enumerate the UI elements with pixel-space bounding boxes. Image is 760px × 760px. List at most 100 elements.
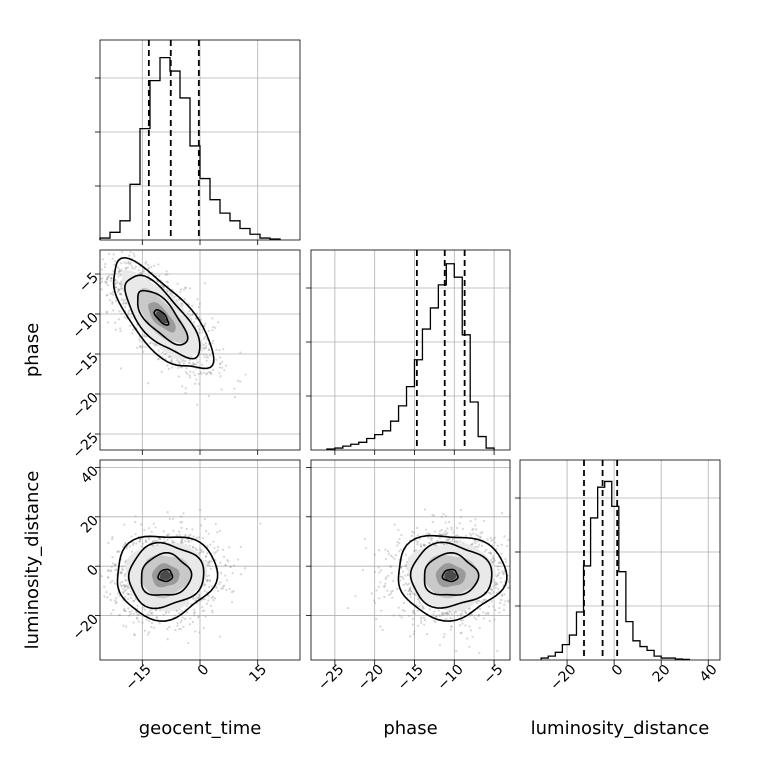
sample-point: [215, 348, 218, 351]
sample-point: [178, 360, 181, 363]
sample-point: [408, 588, 412, 591]
sample-point: [445, 538, 448, 541]
sample-point: [523, 586, 525, 588]
sample-point: [218, 349, 221, 352]
sample-point: [132, 252, 135, 255]
sample-point: [384, 548, 387, 551]
sample-point: [132, 621, 135, 624]
sample-point: [97, 244, 99, 246]
sample-point: [224, 364, 228, 367]
sample-point: [200, 372, 203, 375]
sample-point: [422, 607, 426, 610]
sample-point: [218, 635, 221, 638]
sample-point: [461, 527, 464, 530]
sample-point: [205, 344, 208, 347]
sample-point: [125, 262, 128, 265]
sample-point: [475, 617, 478, 621]
sample-point: [113, 599, 117, 602]
phase-bin-5: [367, 438, 375, 450]
sample-point: [222, 555, 226, 558]
sample-point: [407, 582, 411, 585]
sample-point: [441, 533, 444, 536]
sample-point: [175, 359, 179, 362]
luminosity-distance-vs-geocent-time-x-tick-label-1: 0: [195, 662, 213, 680]
sample-point: [122, 624, 125, 627]
phase-y-axis-label: phase: [22, 323, 43, 377]
sample-point: [492, 557, 496, 560]
sample-point: [194, 630, 197, 633]
sample-point: [110, 277, 113, 280]
sample-point: [176, 622, 179, 625]
sample-point: [130, 316, 133, 319]
sample-point: [489, 552, 492, 555]
sample-point: [493, 559, 496, 562]
sample-point: [222, 585, 225, 588]
sample-point: [119, 329, 122, 333]
sample-point: [232, 590, 235, 593]
sample-point: [191, 528, 194, 531]
sample-point: [239, 545, 242, 548]
sample-point: [173, 614, 176, 617]
phase-bin-6: [375, 435, 383, 450]
sample-point: [119, 280, 123, 283]
sample-point: [389, 592, 393, 595]
phase-vs-geocent-time-density-level-3: [156, 311, 168, 324]
luminosity-distance-vs-phase-contour-1: [409, 541, 493, 609]
sample-point: [211, 329, 214, 332]
sample-point: [445, 612, 448, 615]
sample-point: [444, 521, 447, 524]
sample-point: [193, 321, 196, 324]
sample-point: [446, 531, 449, 534]
sample-point: [145, 540, 148, 543]
luminosity-distance-bin-8: [598, 487, 605, 660]
sample-point: [125, 625, 128, 628]
sample-point: [400, 566, 403, 569]
sample-point: [503, 535, 506, 538]
luminosity-distance-vs-geocent-time-density-level-3: [159, 570, 172, 580]
sample-point: [105, 310, 109, 313]
sample-point: [202, 346, 206, 349]
sample-point: [192, 597, 195, 601]
sample-point: [123, 261, 126, 264]
sample-point: [119, 571, 122, 574]
sample-point: [533, 562, 535, 564]
sample-point: [222, 348, 225, 351]
sample-point: [500, 594, 504, 597]
sample-point: [101, 258, 105, 261]
sample-point: [208, 564, 211, 567]
sample-point: [205, 373, 208, 376]
sample-point: [107, 541, 110, 545]
sample-point: [137, 269, 140, 272]
sample-point: [395, 587, 399, 590]
sample-point: [164, 611, 168, 614]
sample-point: [209, 567, 212, 570]
sample-point: [384, 557, 388, 561]
sample-point: [86, 583, 88, 585]
sample-point: [468, 607, 471, 610]
sample-point: [184, 360, 187, 363]
sample-point: [435, 614, 438, 617]
sample-point: [483, 550, 486, 553]
sample-point: [365, 547, 368, 550]
sample-point: [391, 589, 395, 593]
sample-point: [404, 582, 407, 585]
sample-point: [153, 539, 156, 543]
sample-point: [179, 521, 182, 524]
sample-point: [126, 585, 129, 588]
luminosity-distance-vs-geocent-time-contour-1: [127, 541, 205, 610]
sample-point: [402, 601, 405, 605]
sample-point: [178, 627, 181, 631]
sample-point: [166, 511, 169, 514]
sample-point: [210, 372, 213, 376]
sample-point: [203, 347, 206, 350]
sample-point: [363, 537, 367, 541]
sample-point: [124, 584, 128, 587]
sample-point: [135, 611, 138, 614]
sample-point: [443, 532, 446, 535]
sample-point: [166, 638, 169, 641]
sample-point: [422, 543, 425, 546]
sample-point: [133, 267, 136, 270]
sample-point: [390, 590, 393, 593]
luminosity-distance-vs-phase-x-tick-label-1: −20: [355, 662, 387, 694]
sample-point: [184, 286, 188, 290]
